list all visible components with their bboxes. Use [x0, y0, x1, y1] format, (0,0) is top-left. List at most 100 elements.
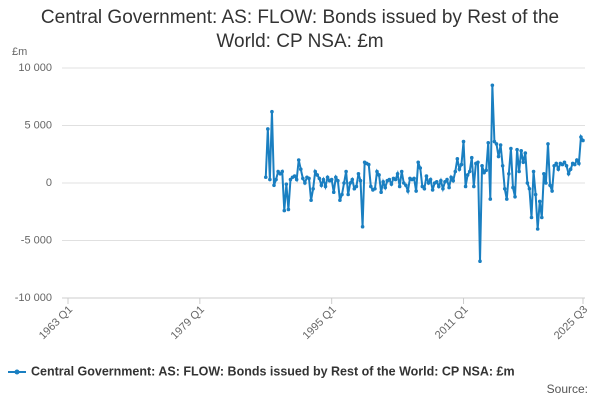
data-point: [272, 183, 276, 188]
data-point: [572, 162, 577, 167]
data-point: [461, 139, 466, 144]
data-point: [575, 158, 579, 162]
data-point: [449, 175, 453, 180]
data-point: [412, 176, 416, 181]
data-point: [552, 163, 556, 168]
data-point: [366, 162, 371, 167]
data-point: [286, 207, 291, 212]
data-point: [331, 190, 336, 194]
data-point: [360, 224, 365, 229]
data-point: [377, 173, 381, 177]
legend-label: Central Government: AS: FLOW: Bonds issu…: [31, 364, 515, 378]
data-point: [566, 172, 571, 176]
data-point: [484, 168, 488, 173]
data-point: [478, 259, 482, 264]
data-point: [278, 172, 282, 176]
data-point: [529, 215, 534, 220]
data-point: [263, 175, 268, 180]
data-point: [282, 208, 287, 213]
data-point: [266, 127, 270, 131]
y-tick-label: 10 000: [18, 62, 52, 74]
source: Source:: [547, 382, 588, 396]
data-point: [280, 169, 285, 174]
data-point: [276, 169, 280, 174]
data-point: [453, 169, 458, 174]
data-point: [482, 170, 486, 175]
data-point: [517, 169, 521, 174]
data-point: [542, 172, 546, 176]
data-point: [519, 149, 523, 153]
data-point: [488, 197, 493, 201]
data-point: [504, 197, 509, 201]
data-point: [418, 166, 423, 170]
data-point: [476, 160, 480, 165]
data-point: [430, 188, 435, 192]
data-point: [344, 169, 348, 174]
data-point: [502, 186, 507, 191]
data-point: [490, 83, 495, 88]
data-point: [379, 190, 383, 194]
data-point: [527, 186, 532, 191]
data-point: [358, 178, 363, 183]
data-point: [399, 169, 404, 174]
data-point: [568, 167, 573, 171]
data-point: [531, 169, 536, 174]
data-point: [513, 195, 517, 199]
data-point: [554, 161, 559, 166]
data-point: [550, 189, 554, 193]
data-point: [533, 192, 538, 197]
data-point: [424, 174, 429, 178]
data-point: [317, 176, 322, 181]
x-tick-label: 1995 Q1: [301, 304, 339, 342]
data-point: [437, 184, 441, 189]
data-point: [577, 161, 581, 166]
data-point: [422, 186, 427, 191]
data-point: [535, 227, 540, 231]
data-point: [556, 167, 561, 171]
y-tick-label: -5 000: [21, 234, 52, 246]
data-point: [404, 183, 408, 188]
data-point: [459, 162, 464, 167]
data-point: [511, 185, 515, 190]
data-point: [455, 157, 460, 161]
y-axis-label: £m: [12, 46, 27, 58]
data-point: [451, 178, 456, 183]
data-point: [309, 198, 313, 203]
data-point: [581, 138, 585, 143]
data-point: [369, 184, 373, 189]
data-point: [373, 186, 377, 191]
data-point: [496, 154, 501, 159]
data-point: [268, 177, 272, 182]
data-point: [445, 177, 449, 182]
data-point: [467, 169, 472, 174]
legend-marker: [14, 369, 20, 375]
data-point: [381, 180, 385, 184]
data-point: [342, 181, 346, 185]
x-tick-label: 2011 Q1: [433, 304, 471, 342]
data-point: [579, 135, 583, 139]
data-point: [469, 155, 474, 160]
data-point: [447, 185, 451, 190]
data-point: [319, 183, 324, 188]
data-point: [296, 158, 301, 162]
data-point: [301, 176, 305, 181]
data-point: [414, 189, 418, 193]
data-point: [492, 139, 497, 144]
data-point: [389, 182, 394, 186]
data-point: [480, 163, 484, 168]
data-point: [406, 189, 410, 193]
data-point: [274, 177, 278, 182]
chart-title: Central Government: AS: FLOW: Bonds issu…: [40, 7, 560, 52]
data-point: [401, 181, 406, 185]
data-point: [307, 176, 311, 181]
data-point: [416, 160, 421, 165]
data-point: [315, 173, 320, 177]
data-point: [564, 163, 569, 168]
data-point: [303, 181, 307, 185]
data-point: [544, 181, 548, 185]
data-point: [472, 184, 476, 189]
data-point: [441, 186, 445, 191]
data-point: [292, 174, 297, 178]
data-point: [288, 177, 293, 182]
